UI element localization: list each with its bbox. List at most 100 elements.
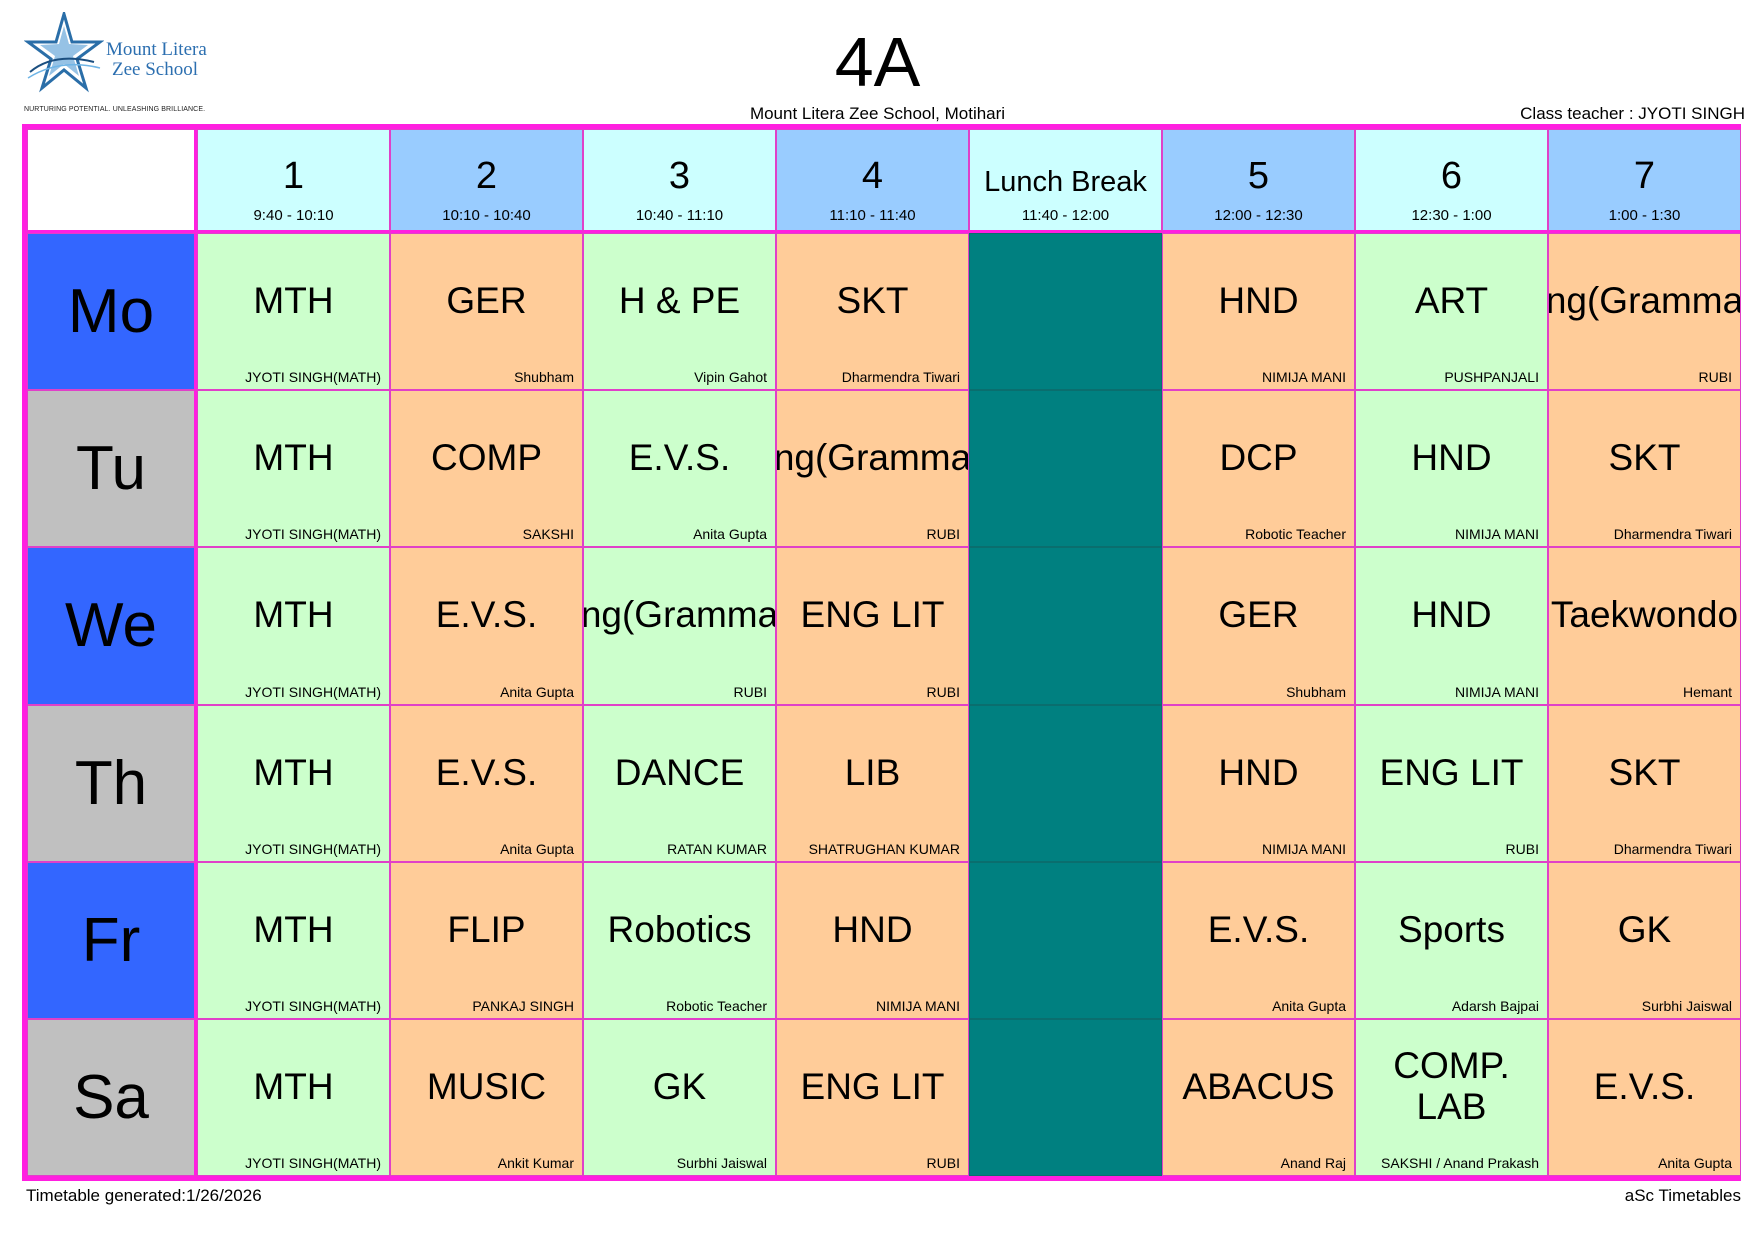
- lesson-cell: Robotics Robotic Teacher: [583, 861, 776, 1019]
- class-title: 4A: [834, 23, 921, 101]
- lesson-cell: ENG LIT RUBI: [1355, 704, 1548, 862]
- lesson-teacher: RUBI: [926, 683, 960, 700]
- lesson-cell: SKT Dharmendra Tiwari: [776, 233, 969, 391]
- lesson-subject: MTH: [253, 437, 334, 479]
- lesson-subject: HND: [1411, 437, 1492, 479]
- lesson-subject: E.V.S.: [435, 751, 538, 793]
- day-label: Th: [27, 704, 197, 862]
- lesson-teacher: SAKSHI: [522, 526, 574, 543]
- period-label: 2: [475, 155, 498, 197]
- logo-school-name: Mount Litera Zee School: [106, 40, 207, 80]
- lesson-teacher: Anita Gupta: [1658, 1155, 1732, 1171]
- lunch-break-cell: [969, 547, 1162, 705]
- lesson-teacher: Dharmendra Tiwari: [1613, 526, 1732, 543]
- lesson-cell: MTH JYOTI SINGH(MATH): [197, 861, 390, 1019]
- lesson-subject: HND: [1411, 594, 1492, 636]
- lesson-cell: GER Shubham: [1162, 547, 1355, 705]
- lesson-cell: LIB SHATRUGHAN KUMAR: [776, 704, 969, 862]
- lesson-teacher: Shubham: [1286, 683, 1346, 700]
- lesson-teacher: NIMIJA MANI: [1261, 840, 1346, 857]
- lesson-teacher: NIMIJA MANI: [1261, 369, 1346, 386]
- lesson-teacher: SHATRUGHAN KUMAR: [808, 840, 960, 857]
- lesson-cell: H & PE Vipin Gahot: [583, 233, 776, 391]
- lesson-cell: DCP Robotic Teacher: [1162, 390, 1355, 548]
- period-time: 12:30 - 1:00: [1411, 207, 1492, 224]
- period-header: 3 10:40 - 11:10: [583, 129, 776, 233]
- lesson-subject: COMP. LAB: [1393, 1045, 1510, 1128]
- lesson-teacher: RUBI: [1698, 369, 1732, 386]
- lesson-teacher: Anita Gupta: [1272, 997, 1346, 1014]
- lesson-cell: MUSIC Ankit Kumar: [390, 1018, 583, 1176]
- lesson-teacher: Ankit Kumar: [497, 1155, 574, 1171]
- period-time: 12:00 - 12:30: [1214, 207, 1303, 224]
- lesson-cell: HND NIMIJA MANI: [1355, 390, 1548, 548]
- lesson-subject: ABACUS: [1182, 1065, 1335, 1107]
- lesson-cell: HND NIMIJA MANI: [776, 861, 969, 1019]
- lesson-subject: MTH: [253, 751, 334, 793]
- lesson-subject: MTH: [253, 908, 334, 950]
- star-logo-icon: [24, 12, 104, 93]
- lesson-teacher: Anita Gupta: [500, 840, 574, 857]
- lesson-subject: FLIP: [447, 908, 526, 950]
- lesson-subject: E.V.S.: [1593, 1065, 1696, 1107]
- period-header: 2 10:10 - 10:40: [390, 129, 583, 233]
- lesson-cell: Taekwondo Hemant: [1548, 547, 1741, 705]
- period-label: 1: [282, 155, 305, 197]
- lesson-teacher: NIMIJA MANI: [1454, 683, 1539, 700]
- lesson-teacher: PUSHPANJALI: [1444, 369, 1539, 386]
- period-time: 10:40 - 11:10: [635, 207, 724, 224]
- lesson-subject: Robotics: [607, 908, 752, 950]
- lesson-cell: ENG LIT RUBI: [776, 1018, 969, 1176]
- logo-tagline: NURTURING POTENTIAL. UNLEASHING BRILLIAN…: [24, 106, 206, 113]
- corner-cell: [27, 129, 197, 233]
- lesson-cell: MTH JYOTI SINGH(MATH): [197, 390, 390, 548]
- lesson-cell: Sports Adarsh Bajpai: [1355, 861, 1548, 1019]
- lesson-teacher: Robotic Teacher: [666, 997, 767, 1014]
- lesson-subject: SKT: [1608, 437, 1681, 479]
- lesson-cell: GK Surbhi Jaiswal: [583, 1018, 776, 1176]
- period-header: 5 12:00 - 12:30: [1162, 129, 1355, 233]
- period-label: 7: [1633, 155, 1656, 197]
- lunch-break-cell: [969, 1018, 1162, 1176]
- lesson-teacher: RUBI: [926, 526, 960, 543]
- lesson-subject: COMP: [431, 437, 542, 479]
- lesson-cell: HND NIMIJA MANI: [1162, 704, 1355, 862]
- lesson-teacher: Anita Gupta: [693, 526, 767, 543]
- lesson-cell: MTH JYOTI SINGH(MATH): [197, 704, 390, 862]
- lesson-subject: ENG LIT: [800, 594, 945, 636]
- school-name: Mount Litera Zee School, Motihari: [749, 104, 1006, 123]
- period-label: 6: [1440, 155, 1463, 197]
- period-time: 1:00 - 1:30: [1608, 207, 1681, 224]
- period-time: 11:10 - 11:40: [829, 207, 916, 224]
- school-logo: Mount Litera Zee School NURTURING POTENT…: [24, 12, 214, 116]
- lesson-teacher: RUBI: [926, 1155, 960, 1171]
- lesson-subject: GER: [446, 280, 527, 322]
- lesson-teacher: PANKAJ SINGH: [472, 997, 574, 1014]
- lesson-cell: SKT Dharmendra Tiwari: [1548, 704, 1741, 862]
- lesson-subject: MUSIC: [426, 1065, 547, 1107]
- lesson-subject: ENG LIT: [800, 1065, 945, 1107]
- lesson-teacher: Adarsh Bajpai: [1451, 997, 1539, 1014]
- lunch-break-cell: [969, 390, 1162, 548]
- period-header: Lunch Break 11:40 - 12:00: [969, 129, 1162, 233]
- lesson-cell: E.V.S. Anita Gupta: [390, 547, 583, 705]
- generated-date: Timetable generated:1/26/2026: [26, 1186, 262, 1205]
- lesson-subject: MTH: [253, 1065, 334, 1107]
- period-time: 9:40 - 10:10: [253, 207, 334, 224]
- day-label: Mo: [27, 233, 197, 391]
- lesson-teacher: NIMIJA MANI: [875, 997, 960, 1014]
- lesson-subject: LIB: [844, 751, 901, 793]
- lesson-subject: DANCE: [614, 751, 745, 793]
- lesson-subject: GER: [1218, 594, 1299, 636]
- lesson-subject: SKT: [836, 280, 909, 322]
- lesson-cell: ART PUSHPANJALI: [1355, 233, 1548, 391]
- lesson-subject: MTH: [253, 594, 334, 636]
- lesson-cell: HND NIMIJA MANI: [1355, 547, 1548, 705]
- lesson-cell: Eng(Grammar) RUBI: [583, 547, 776, 705]
- period-header: 6 12:30 - 1:00: [1355, 129, 1548, 233]
- lesson-subject: H & PE: [618, 280, 741, 322]
- lesson-teacher: RUBI: [733, 683, 767, 700]
- lesson-subject: SKT: [1608, 751, 1681, 793]
- lesson-teacher: Robotic Teacher: [1245, 526, 1346, 543]
- lesson-teacher: NIMIJA MANI: [1454, 526, 1539, 543]
